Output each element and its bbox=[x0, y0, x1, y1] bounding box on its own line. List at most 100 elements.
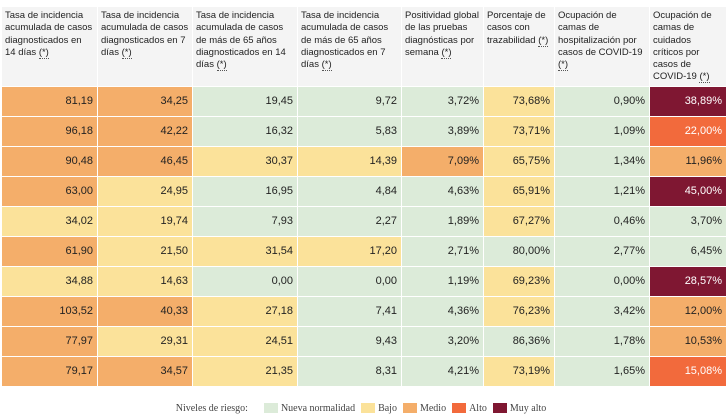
table-cell: 73,68% bbox=[483, 85, 555, 117]
legend-item: Medio bbox=[402, 403, 446, 414]
footnote-link[interactable]: (*) bbox=[216, 59, 227, 72]
table-cell: 46,45 bbox=[97, 145, 193, 177]
table-cell: 1,09% bbox=[554, 115, 650, 147]
table-cell: 90,48 bbox=[1, 145, 98, 177]
footnote-link[interactable]: (*) bbox=[558, 59, 569, 72]
table-cell: 9,72 bbox=[297, 85, 402, 117]
table-cell: 7,93 bbox=[192, 205, 298, 237]
table-cell: 24,95 bbox=[97, 175, 193, 207]
footnote-link[interactable]: (*) bbox=[699, 71, 710, 84]
table-cell: 31,54 bbox=[192, 235, 298, 267]
footnote-link[interactable]: (*) bbox=[538, 34, 549, 47]
table-cell: 45,00% bbox=[649, 175, 727, 207]
table-cell: 76,23% bbox=[483, 295, 555, 327]
table-cell: 69,23% bbox=[483, 265, 555, 297]
table-cell: 80,00% bbox=[483, 235, 555, 267]
table-cell: 9,43 bbox=[297, 325, 402, 357]
legend-label: Muy alto bbox=[509, 402, 547, 414]
table-cell: 3,70% bbox=[649, 205, 727, 237]
table-cell: 29,31 bbox=[97, 325, 193, 357]
table-row: 34,02 19,74 7,93 2,27 1,89% 67,27% 0,46% 3,70% bbox=[1, 205, 727, 237]
table-cell: 34,02 bbox=[1, 205, 98, 237]
table-cell: 3,89% bbox=[401, 115, 484, 147]
legend-swatch bbox=[402, 403, 417, 413]
legend-item: Bajo bbox=[361, 403, 397, 414]
table-cell: 2,77% bbox=[554, 235, 650, 267]
table-row: 79,17 34,57 21,35 8,31 4,21% 73,19% 1,65% 15,08… bbox=[1, 355, 727, 387]
header-icu-beds: Ocupación de camas de cuidados críticos … bbox=[649, 6, 727, 87]
table-cell: 1,34% bbox=[554, 145, 650, 177]
footnote-link[interactable]: (*) bbox=[321, 59, 332, 72]
legend-item: Nueva normalidad bbox=[263, 403, 355, 414]
header-positivity: Positividad global de las pruebas diagnó… bbox=[401, 6, 484, 87]
header-incidence-7d: Tasa de incidencia acumulada de casos di… bbox=[97, 6, 193, 87]
table-cell: 79,17 bbox=[1, 355, 98, 387]
table-row: 34,88 14,63 0,00 0,00 1,19% 69,23% 0,00% 28,57% bbox=[1, 265, 727, 297]
risk-indicators-table: Tasa de incidencia acumulada de casos di… bbox=[1, 6, 727, 387]
table-cell: 4,36% bbox=[401, 295, 484, 327]
table-cell: 81,19 bbox=[1, 85, 98, 117]
table-cell: 0,00 bbox=[192, 265, 298, 297]
table-cell: 34,88 bbox=[1, 265, 98, 297]
table-cell: 1,19% bbox=[401, 265, 484, 297]
table-cell: 3,20% bbox=[401, 325, 484, 357]
table-cell: 27,18 bbox=[192, 295, 298, 327]
footnote-link[interactable]: (*) bbox=[441, 46, 452, 59]
footnote-link[interactable]: (*) bbox=[38, 46, 49, 59]
table-row: 77,97 29,31 24,51 9,43 3,20% 86,36% 1,78% 10,53… bbox=[1, 325, 727, 357]
table-cell: 15,08% bbox=[649, 355, 727, 387]
table-cell: 4,21% bbox=[401, 355, 484, 387]
table-cell: 1,65% bbox=[554, 355, 650, 387]
table-cell: 4,63% bbox=[401, 175, 484, 207]
legend-item: Muy alto bbox=[492, 402, 547, 414]
legend-title: Niveles de riesgo: bbox=[175, 402, 248, 414]
table-cell: 21,50 bbox=[97, 235, 193, 267]
table-cell: 10,53% bbox=[649, 325, 727, 357]
table-cell: 7,41 bbox=[297, 295, 402, 327]
table-cell: 7,09% bbox=[401, 145, 484, 177]
table-cell: 0,46% bbox=[554, 205, 650, 237]
table-cell: 1,89% bbox=[401, 205, 484, 237]
table-cell: 34,25 bbox=[97, 85, 193, 117]
header-incidence-14d: Tasa de incidencia acumulada de casos di… bbox=[1, 6, 98, 87]
table-cell: 63,00 bbox=[1, 175, 98, 207]
table-cell: 73,71% bbox=[483, 115, 555, 147]
table-row: 63,00 24,95 16,95 4,84 4,63% 65,91% 1,21% 45,00… bbox=[1, 175, 727, 207]
table-cell: 67,27% bbox=[483, 205, 555, 237]
table-cell: 21,35 bbox=[192, 355, 298, 387]
table-cell: 12,00% bbox=[649, 295, 727, 327]
table-cell: 0,90% bbox=[554, 85, 650, 117]
legend-swatch bbox=[492, 403, 507, 413]
header-incidence-65-14d: Tasa de incidencia acumulada de casos de… bbox=[192, 6, 298, 87]
table-cell: 14,63 bbox=[97, 265, 193, 297]
header-hospital-beds: Ocupación de camas de hospitalización po… bbox=[554, 6, 650, 87]
table-cell: 96,18 bbox=[1, 115, 98, 147]
table-cell: 2,27 bbox=[297, 205, 402, 237]
table-cell: 28,57% bbox=[649, 265, 727, 297]
table-cell: 103,52 bbox=[1, 295, 98, 327]
legend-swatch bbox=[452, 403, 467, 413]
footnote-link[interactable]: (*) bbox=[121, 46, 132, 59]
table-cell: 0,00 bbox=[297, 265, 402, 297]
table-cell: 5,83 bbox=[297, 115, 402, 147]
table-cell: 73,19% bbox=[483, 355, 555, 387]
table-row: 81,19 34,25 19,45 9,72 3,72% 73,68% 0,90% 38,89… bbox=[1, 85, 727, 117]
table-row: 61,90 21,50 31,54 17,20 2,71% 80,00% 2,77% 6,45… bbox=[1, 235, 727, 267]
table-cell: 65,91% bbox=[483, 175, 555, 207]
table-cell: 65,75% bbox=[483, 145, 555, 177]
table-cell: 16,95 bbox=[192, 175, 298, 207]
table-cell: 61,90 bbox=[1, 235, 98, 267]
table-cell: 3,72% bbox=[401, 85, 484, 117]
table-cell: 4,84 bbox=[297, 175, 402, 207]
risk-legend: Niveles de riesgo: Nueva normalidad Bajo M… bbox=[0, 398, 728, 418]
table-cell: 38,89% bbox=[649, 85, 727, 117]
table-cell: 14,39 bbox=[297, 145, 402, 177]
table-cell: 1,21% bbox=[554, 175, 650, 207]
table-cell: 19,45 bbox=[192, 85, 298, 117]
table-cell: 22,00% bbox=[649, 115, 727, 147]
header-incidence-65-7d: Tasa de incidencia acumulada de casos de… bbox=[297, 6, 402, 87]
table-cell: 11,96% bbox=[649, 145, 727, 177]
table-cell: 8,31 bbox=[297, 355, 402, 387]
table-cell: 17,20 bbox=[297, 235, 402, 267]
table-cell: 40,33 bbox=[97, 295, 193, 327]
